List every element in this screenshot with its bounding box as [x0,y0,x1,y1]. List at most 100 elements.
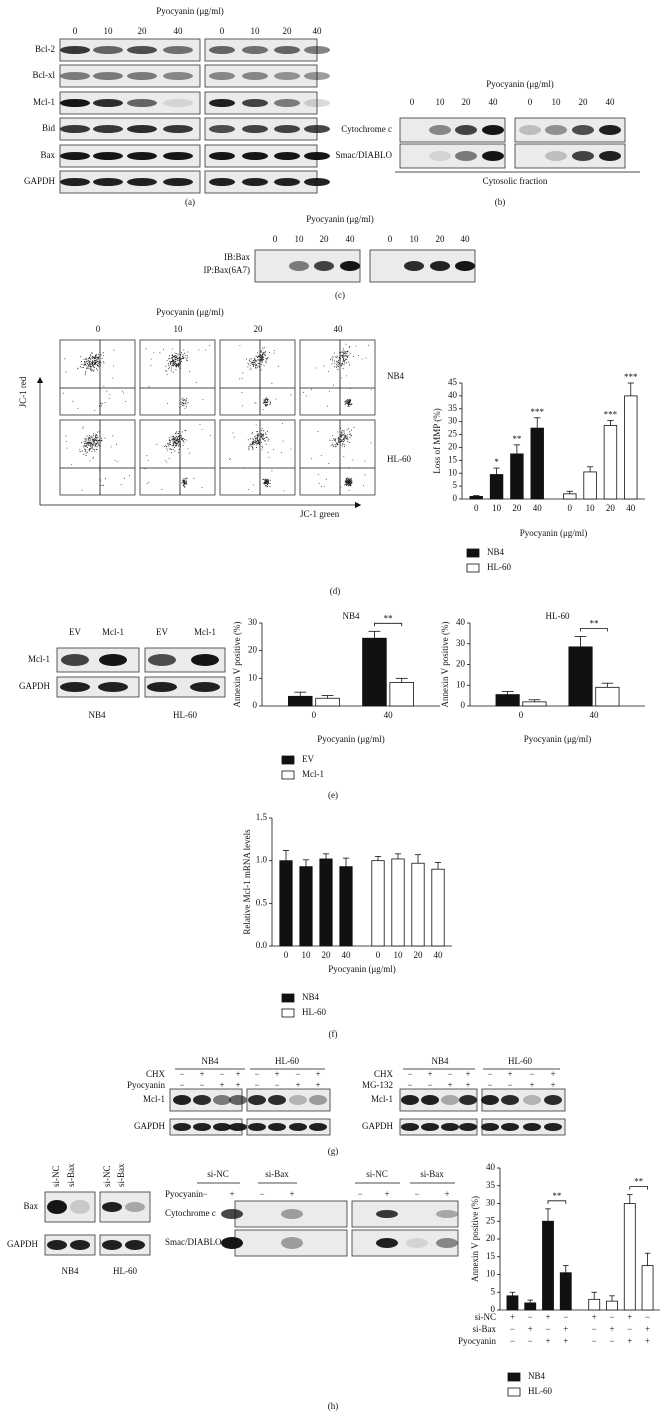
band [309,1095,327,1105]
blot [351,1200,459,1228]
band [127,125,157,133]
band [519,125,541,135]
band [61,654,89,666]
row-label: GAPDH [19,681,51,691]
band [523,1123,541,1131]
x-tick-label: 20 [322,950,332,960]
lane-label: si-Bax [66,1163,76,1187]
sign: − [507,1080,512,1090]
lane-label: 20 [579,97,589,107]
treatment-label: Pyocyanin [127,1080,165,1090]
band [376,1210,398,1218]
sign: + [289,1189,294,1199]
bar [339,866,353,947]
sign: + [384,1189,389,1199]
panel-label: (h) [328,1401,339,1411]
band [281,1237,303,1249]
band [209,46,235,54]
x-axis-label: Pyocyanin (μg/ml) [524,734,592,744]
bar [431,868,445,947]
band [421,1123,439,1131]
row-label: Smac/DIABLO [165,1237,222,1247]
band [401,1123,419,1131]
group-label: NB4 [431,1056,449,1066]
lane-label: 0 [220,26,225,36]
legend-swatch [281,1008,295,1018]
bar [606,1300,618,1311]
sign: + [465,1069,470,1079]
band [430,261,450,271]
bracket [580,628,608,632]
band [102,1240,122,1250]
band [93,125,123,133]
x-tick-label: 20 [606,503,616,513]
significance: ** [634,1177,644,1187]
treatment-label: Pyocyanin [165,1189,203,1199]
y-tick-label: 20 [248,645,258,655]
y-tick-label: 15 [448,454,458,464]
band [289,261,309,271]
y-tick-label: 35 [486,1180,496,1190]
y-axis-label: Annexin V positive (%) [440,622,450,708]
band [242,178,268,186]
band [102,1202,122,1212]
band [60,682,90,692]
sign: + [315,1069,320,1079]
band [274,178,300,186]
band [70,1240,90,1250]
row-label: Bax [24,1201,39,1211]
y-tick-label: 30 [486,1198,496,1208]
band [173,1095,191,1105]
sign: − [254,1069,259,1079]
row-label: Mcl-1 [28,654,50,664]
sign: + [545,1312,550,1322]
panel-title: Pyocyanin (μg/ml) [156,6,224,16]
fraction-label: Cytosolic fraction [483,176,548,186]
band [47,1200,67,1214]
sign: + [563,1336,568,1346]
bar [362,637,387,707]
lane-label: EV [156,627,168,637]
band [304,46,330,54]
blot [351,1229,459,1257]
lane-label: 40 [606,97,616,107]
bar [469,496,483,500]
cell-line-label: HL-60 [387,454,411,464]
y-axis-label: Annexin V positive (%) [232,622,242,708]
y-tick-label: 0.5 [256,897,268,907]
band [127,152,157,160]
band [60,125,90,133]
bar [624,395,638,500]
y-tick-label: 5 [453,480,458,490]
row-label: GAPDH [362,1121,394,1131]
bar [510,453,524,500]
lane-label: 40 [489,97,499,107]
band [304,72,330,80]
sign: + [592,1312,597,1322]
sign: + [295,1080,300,1090]
legend-swatch [281,755,295,765]
band [281,1209,303,1219]
legend-label: HL-60 [487,562,511,572]
band [229,1095,247,1105]
x-tick-label: 40 [589,710,599,720]
x-tick-label: 40 [434,950,444,960]
lane-label: 20 [462,97,472,107]
lane-label: 10 [104,26,114,36]
band [213,1095,231,1105]
lane-label: 40 [461,234,471,244]
band [544,1095,562,1105]
sign: + [510,1312,515,1322]
bar [595,686,620,707]
x-tick-label: 40 [533,503,543,513]
bar [588,1298,601,1311]
x-tick-label: 10 [586,503,596,513]
flow-plot [139,419,216,496]
sign: + [645,1336,650,1346]
band [545,125,567,135]
row-label: Mcl-1 [143,1094,165,1104]
y-tick-label: 0 [491,1304,496,1314]
lane-label: 0 [528,97,533,107]
sign: + [274,1069,279,1079]
sign: − [179,1069,184,1079]
